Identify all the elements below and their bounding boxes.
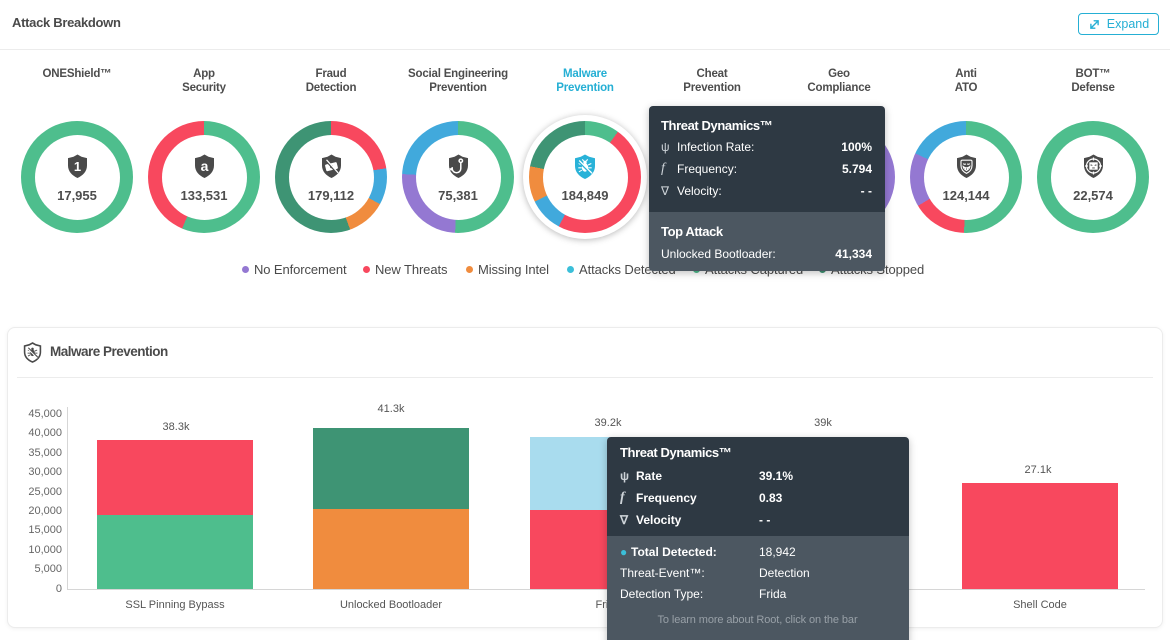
svg-text:a: a bbox=[200, 158, 208, 174]
svg-text:1: 1 bbox=[73, 159, 80, 174]
